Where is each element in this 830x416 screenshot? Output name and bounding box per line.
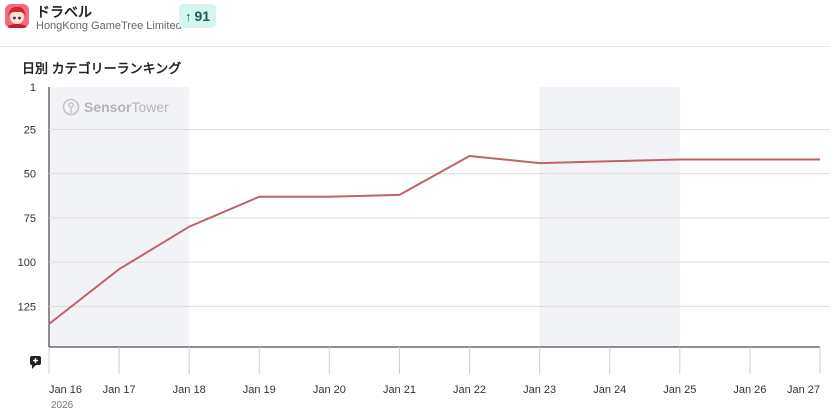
x-tick-label: Jan 17: [103, 384, 136, 396]
y-tick-label: 1: [30, 82, 36, 94]
weekend-band: [539, 87, 680, 347]
x-tick-label: Jan 20: [313, 384, 346, 396]
x-tick-label: Jan 24: [593, 384, 626, 396]
app-publisher[interactable]: HongKong GameTree Limited: [36, 20, 182, 32]
watermark-sensor: Sensor: [84, 99, 132, 115]
x-tick-label: Jan 23: [523, 384, 556, 396]
svg-text:SensorTower: SensorTower: [84, 99, 169, 115]
x-year-label: 2026: [51, 400, 74, 411]
x-tick-label: Jan 19: [243, 384, 276, 396]
x-tick-label: Jan 26: [733, 384, 766, 396]
x-tick-label: Jan 22: [453, 384, 486, 396]
x-tick-label: Jan 18: [173, 384, 206, 396]
y-tick-label: 125: [18, 301, 36, 313]
y-tick-label: 25: [24, 124, 36, 136]
x-tick-label: Jan 21: [383, 384, 416, 396]
app-title[interactable]: ドラベル: [36, 4, 92, 20]
y-tick-label: 100: [18, 257, 36, 269]
watermark-tower: Tower: [131, 99, 169, 115]
sensortower-logo-icon: [62, 98, 80, 116]
section-title: 日別 カテゴリーランキング: [22, 61, 182, 76]
weekend-band: [49, 87, 190, 347]
y-tick-label: 50: [24, 169, 36, 181]
sensortower-watermark: SensorTower: [62, 98, 169, 116]
y-tick-label: 75: [24, 213, 36, 225]
x-tick-label: Jan 16: [49, 384, 82, 396]
rank-change-value: 91: [194, 8, 211, 24]
arrow-up-icon: ↑: [185, 8, 192, 24]
rank-change-badge: ↑ 91: [179, 4, 217, 28]
app-header: ドラベル HongKong GameTree Limited ↑ 91: [0, 0, 830, 47]
x-tick-label: Jan 25: [663, 384, 696, 396]
ranking-line[interactable]: [48, 155, 820, 325]
x-tick-label: Jan 27: [787, 384, 820, 396]
app-character-icon[interactable]: [5, 4, 29, 28]
comment-plus-icon[interactable]: [30, 356, 41, 369]
